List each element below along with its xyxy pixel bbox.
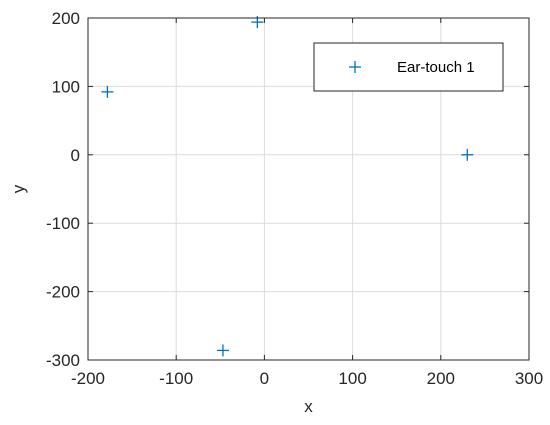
x-tick-label: 100 (338, 369, 366, 388)
data-point (461, 148, 474, 161)
legend-box (313, 42, 504, 92)
y-tick-label: 100 (52, 77, 80, 96)
x-tick-label: 300 (515, 369, 543, 388)
data-points (101, 16, 474, 357)
x-tick-label: 0 (260, 369, 269, 388)
y-tick-label: 0 (71, 146, 80, 165)
legend-marker-icon (349, 61, 361, 73)
y-tick-label: -100 (46, 214, 80, 233)
x-tick-label: -100 (159, 369, 193, 388)
legend-entry-label: Ear-touch 1 (397, 59, 475, 76)
legend-plus-icon (349, 61, 361, 73)
axis-ticks (87, 17, 530, 361)
y-axis-label: y (9, 184, 28, 193)
y-tick-labels: -300 -200 -100 0 100 200 (46, 9, 80, 370)
legend: Ear-touch 1 (313, 42, 504, 92)
x-axis-label: x (304, 397, 313, 416)
y-tick-label: -300 (46, 351, 80, 370)
plot-frame (87, 17, 530, 361)
y-tick-label: -200 (46, 283, 80, 302)
x-tick-label: 200 (427, 369, 455, 388)
data-point (101, 85, 114, 98)
x-tick-labels: -200 -100 0 100 200 300 (71, 369, 543, 388)
y-tick-label: 200 (52, 9, 80, 28)
x-tick-label: -200 (71, 369, 105, 388)
data-point (216, 344, 229, 357)
